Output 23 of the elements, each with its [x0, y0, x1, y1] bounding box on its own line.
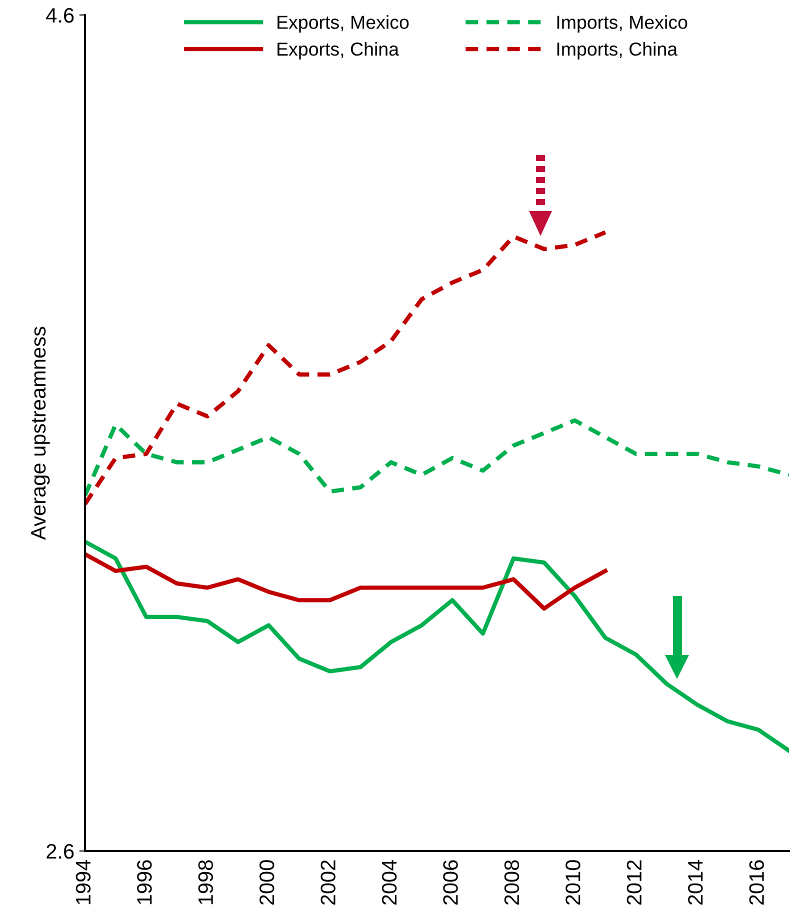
x-tick-label: 2012: [626, 860, 642, 905]
x-tick-label: 2006: [443, 860, 458, 905]
line-series: [85, 552, 608, 611]
x-tick-label: 2004: [382, 860, 397, 905]
line-series: [85, 230, 608, 506]
legend-label: Exports, China: [278, 42, 400, 60]
y-tick-label: 2.6: [46, 844, 74, 859]
y-tick-label: 4.6: [46, 8, 74, 23]
legend-label: Imports, China: [557, 42, 678, 60]
x-tick-label: 1998: [198, 860, 214, 904]
x-tick-label: 2014: [688, 860, 703, 905]
x-tick-label: 2010: [566, 860, 580, 905]
x-tick-label: 2000: [259, 860, 274, 905]
line-series: [85, 418, 789, 498]
x-tick-label: 2008: [504, 860, 520, 905]
line-series: [85, 540, 789, 753]
legend-label: Imports, Mexico: [557, 15, 688, 33]
x-tick-label: 2002: [320, 860, 336, 905]
y-axis-title: Average upstreamness: [31, 326, 50, 540]
x-tick-label: 1996: [137, 860, 152, 904]
legend-label: Exports, Mexico: [278, 15, 409, 33]
x-tick-label: 1994: [76, 860, 91, 904]
x-tick-label: 2016: [749, 860, 764, 905]
